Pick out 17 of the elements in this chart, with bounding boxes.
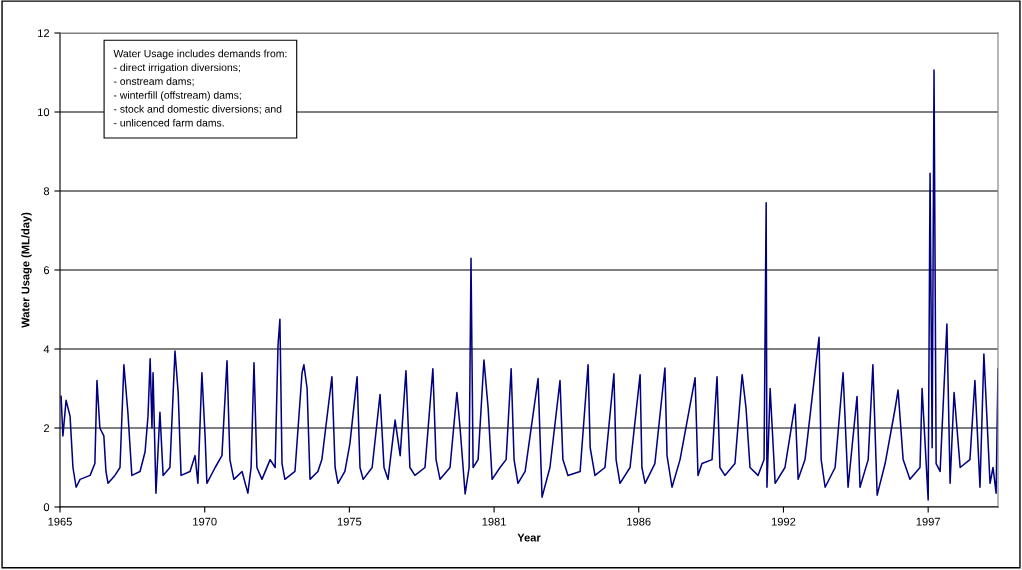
x-tick-label: 1992 bbox=[771, 517, 796, 526]
x-tick-label: 1965 bbox=[48, 517, 72, 526]
y-axis-title: Water Usage (ML/day) bbox=[21, 212, 32, 328]
x-tick-label: 1981 bbox=[482, 517, 506, 526]
y-tick-label: 0 bbox=[43, 503, 50, 512]
x-axis-title: Year bbox=[517, 533, 541, 542]
y-tick-label: 12 bbox=[38, 29, 50, 38]
y-tick-label: 4 bbox=[43, 345, 50, 354]
y-tick-label: 10 bbox=[38, 108, 50, 117]
y-tick-label: 2 bbox=[43, 424, 50, 433]
x-tick-label: 1986 bbox=[627, 517, 651, 526]
y-tick-label: 8 bbox=[43, 187, 50, 196]
y-tick-label: 6 bbox=[43, 266, 50, 275]
x-tick-label: 1997 bbox=[916, 517, 940, 526]
annotation: Water Usage includes demands from: - direct irrigation diversions; - onstream dams; - winterfill (offstream) dams; - stock and domestic diversions; and - unlicenced farm dams. bbox=[113, 49, 287, 127]
x-tick-label: 1975 bbox=[337, 517, 362, 526]
x-tick-label: 1970 bbox=[193, 517, 217, 526]
